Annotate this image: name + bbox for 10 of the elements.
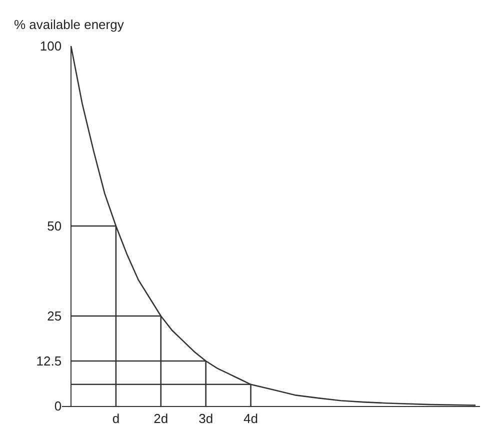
x-tick-label: 3d: [198, 410, 214, 426]
x-tick-label: 2d: [154, 410, 168, 426]
y-tick-label: 12.5: [36, 354, 62, 369]
x-tick-label: d: [112, 410, 120, 426]
y-tick-label: 25: [47, 308, 62, 324]
x-tick-label: 4d: [244, 410, 258, 426]
y-tick-label: 0: [54, 398, 62, 414]
y-tick-label: 50: [47, 218, 62, 234]
y-tick-label: 100: [40, 38, 62, 54]
y-axis-title: % available energy: [14, 17, 124, 32]
